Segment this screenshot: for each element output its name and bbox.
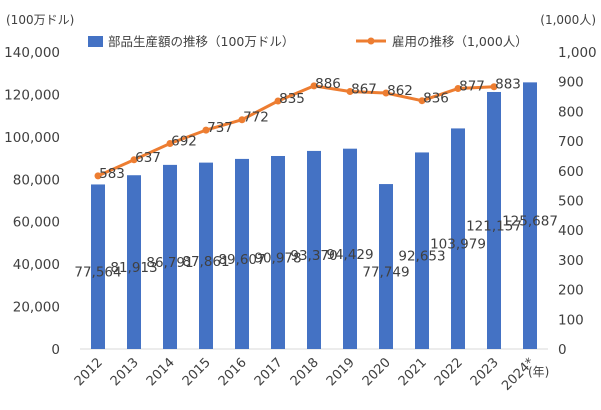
line-point	[202, 126, 210, 134]
line-point	[238, 116, 246, 124]
line-data-label: 637	[135, 150, 161, 166]
bar-data-label: 77,564	[74, 265, 121, 281]
x-tick-label: 2013	[108, 355, 142, 389]
right-tick-label: 300	[558, 253, 584, 269]
right-tick-label: 0	[558, 342, 567, 358]
bar	[379, 184, 393, 349]
bar	[343, 148, 357, 349]
x-tick-label: 2016	[216, 355, 250, 389]
line-series	[94, 82, 498, 180]
line-data-label: 836	[423, 91, 449, 107]
line-point	[490, 83, 498, 91]
left-tick-label: 20,000	[13, 300, 60, 316]
right-tick-label: 1,000	[558, 45, 597, 61]
x-tick-label: 2022	[432, 355, 466, 389]
x-tick-label: 2017	[252, 355, 286, 389]
line-point	[310, 82, 318, 90]
right-axis: 0 100 200 300 400 500 600 700 800 900 1,000	[558, 45, 597, 358]
x-tick-label: 2012	[72, 355, 106, 389]
bar	[415, 152, 429, 349]
line-point	[454, 85, 462, 93]
bar-data-label: 77,749	[362, 265, 409, 281]
line-point	[346, 88, 354, 96]
bar-data-labels: 77,56481,91386,79187,86189,60790,97893,3…	[74, 214, 558, 281]
right-axis-unit: (1,000人)	[540, 13, 596, 27]
line-data-labels: 583 637 692 737 772 835 886 867 862 836 877 883	[99, 76, 521, 182]
bar-data-label: 93,370	[290, 248, 337, 264]
bar-series	[91, 82, 537, 350]
bar-data-label: 87,861	[182, 254, 229, 270]
bar	[307, 150, 321, 349]
left-axis: 0 20,000 40,000 60,000 80,000 100,000 120,000 1…	[4, 45, 60, 358]
line-point	[94, 172, 102, 180]
bar-data-label: 89,607	[218, 252, 265, 268]
line-data-label: 877	[459, 79, 485, 95]
line-data-label: 835	[279, 91, 305, 107]
x-tick-label: 2014	[144, 355, 178, 389]
line-data-label: 867	[351, 82, 377, 98]
bar-data-label: 86,791	[146, 255, 193, 271]
line-point	[166, 139, 174, 147]
left-tick-label: 120,000	[4, 87, 60, 103]
series-line	[97, 84, 495, 178]
line-data-label: 883	[495, 77, 521, 93]
line-point	[418, 97, 426, 105]
right-tick-label: 200	[558, 283, 584, 299]
left-tick-label: 80,000	[13, 172, 60, 188]
line-data-label: 692	[171, 133, 197, 149]
line-point	[274, 97, 282, 105]
legend-line-label: 雇用の推移（1,000人）	[392, 34, 528, 49]
bar	[487, 91, 501, 350]
line-point	[130, 156, 138, 164]
bar-data-label: 94,429	[326, 247, 373, 263]
bar-data-label: 121,157	[466, 218, 522, 234]
bar-data-label: 81,913	[110, 260, 157, 276]
left-tick-label: 0	[51, 342, 60, 358]
x-tick-label: 2020	[360, 355, 394, 389]
bar	[451, 128, 465, 349]
x-tick-label: 2015	[180, 355, 214, 389]
x-axis-unit: (年)	[528, 365, 549, 379]
x-tick-label: 2018	[288, 355, 322, 389]
line-data-label: 886	[315, 76, 341, 92]
x-axis: 2012 2013 2014 2015 2016 2017 2018 2019 2020 2021…	[72, 355, 538, 394]
bar-data-label: 125,687	[502, 214, 558, 230]
bar	[199, 162, 213, 349]
bar	[127, 175, 141, 349]
right-tick-label: 900	[558, 75, 584, 91]
left-tick-label: 60,000	[13, 215, 60, 231]
right-tick-label: 700	[558, 134, 584, 150]
bar	[271, 155, 285, 349]
left-tick-label: 40,000	[13, 257, 60, 273]
bar-data-label: 92,653	[398, 249, 445, 265]
legend-bar-swatch	[88, 36, 103, 47]
bar-data-label: 103,979	[430, 237, 486, 253]
line-data-label: 862	[387, 83, 413, 99]
right-tick-label: 100	[558, 312, 584, 328]
x-tick-label: 2021	[396, 355, 430, 389]
bar	[235, 158, 249, 349]
right-tick-label: 400	[558, 223, 584, 239]
legend: 部品生産額の推移（100万ドル） 雇用の推移（1,000人）	[88, 34, 528, 49]
right-tick-label: 600	[558, 164, 584, 180]
legend-bar-label: 部品生産額の推移（100万ドル）	[108, 34, 294, 49]
bar	[91, 184, 105, 349]
right-tick-label: 500	[558, 194, 584, 210]
line-point	[382, 89, 390, 97]
legend-line-marker	[367, 37, 375, 45]
left-axis-unit: (100万ドル)	[6, 13, 74, 27]
line-data-label: 737	[207, 120, 233, 136]
x-tick-label: 2023	[468, 355, 502, 389]
right-tick-label: 800	[558, 104, 584, 120]
bar	[163, 164, 177, 349]
bar	[523, 82, 537, 349]
bar-data-label: 90,978	[254, 250, 301, 266]
left-tick-label: 140,000	[4, 45, 60, 61]
line-data-label: 772	[243, 110, 269, 126]
x-tick-label: 2019	[324, 355, 358, 389]
line-data-label: 583	[99, 166, 125, 182]
left-tick-label: 100,000	[4, 130, 60, 146]
